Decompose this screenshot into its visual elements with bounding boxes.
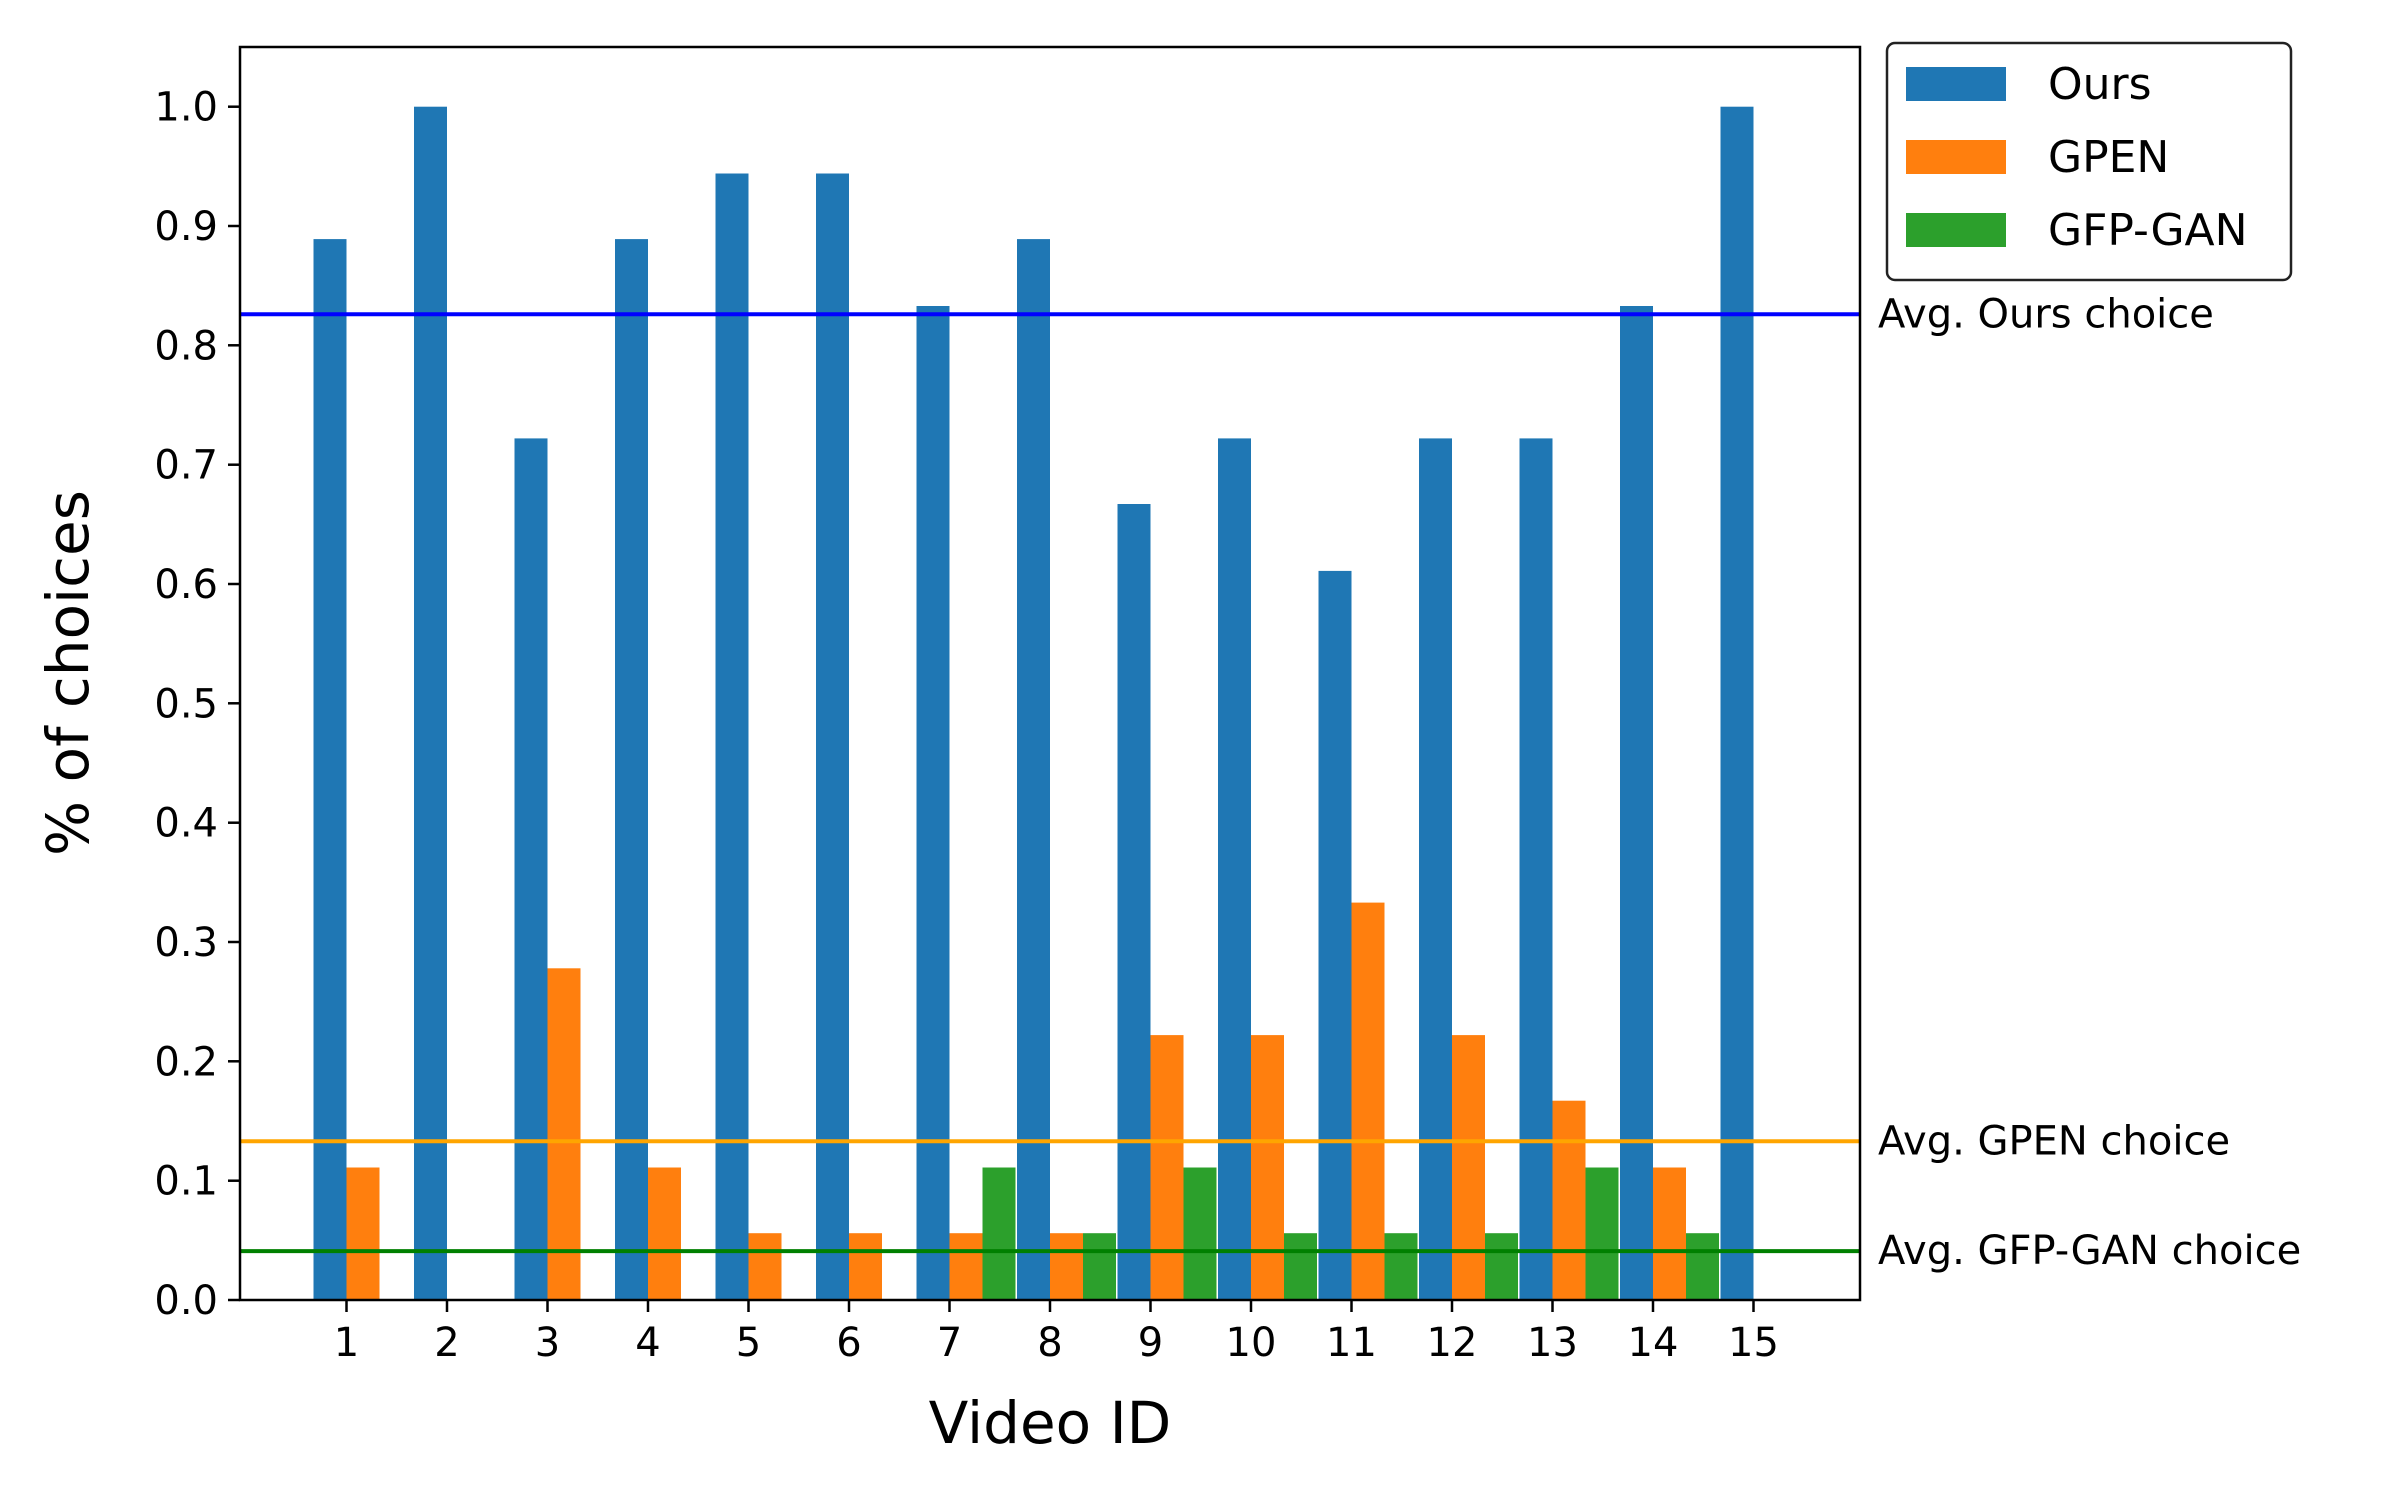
bar-ours-9	[1117, 504, 1151, 1300]
y-tick-label: 0.7	[154, 443, 218, 489]
x-tick-label: 15	[1728, 1320, 1779, 1366]
bar-ours-1	[313, 239, 347, 1301]
legend-swatch-ours	[1906, 67, 2006, 101]
y-tick-label: 0.5	[154, 681, 218, 727]
reference-line-label-0: Avg. Ours choice	[1878, 291, 2214, 337]
y-tick-label: 0.9	[154, 204, 218, 250]
y-tick-label: 0.3	[154, 920, 218, 966]
bar-gpen-6	[849, 1233, 882, 1300]
bar-ours-11	[1318, 570, 1352, 1300]
bar-ours-14	[1620, 306, 1653, 1300]
y-tick-label: 0.8	[154, 323, 218, 369]
y-tick-label: 1.0	[154, 85, 218, 131]
bar-gpen-5	[748, 1233, 782, 1300]
x-tick-label: 5	[736, 1320, 761, 1366]
reference-line-label-1: Avg. GPEN choice	[1878, 1118, 2230, 1164]
bar-gfp-gan-12	[1485, 1233, 1518, 1300]
bar-gpen-12	[1452, 1035, 1485, 1300]
x-tick-label: 12	[1427, 1320, 1478, 1366]
y-tick-label: 0.1	[154, 1159, 218, 1205]
bar-ours-8	[1017, 239, 1050, 1301]
bar-ours-5	[715, 173, 749, 1300]
bar-gpen-3	[547, 968, 581, 1300]
y-tick-label: 0.2	[154, 1039, 218, 1085]
bar-ours-4	[615, 239, 648, 1301]
bar-gfp-gan-9	[1183, 1167, 1217, 1300]
legend-label-ours: Ours	[2048, 59, 2152, 110]
x-tick-label: 9	[1138, 1320, 1163, 1366]
bar-gpen-8	[1050, 1233, 1083, 1300]
bar-gpen-4	[648, 1167, 681, 1300]
x-tick-label: 1	[334, 1320, 359, 1366]
x-tick-label: 11	[1326, 1320, 1377, 1366]
x-tick-label: 14	[1628, 1320, 1679, 1366]
bars-layer	[313, 106, 1754, 1301]
bar-gfp-gan-7	[982, 1167, 1016, 1300]
x-tick-label: 4	[635, 1320, 660, 1366]
legend-swatch-gfp-gan	[1906, 213, 2006, 247]
x-tick-label: 8	[1037, 1320, 1062, 1366]
legend-label-gpen: GPEN	[2048, 132, 2169, 183]
legend: Ours GPEN GFP-GAN	[1885, 41, 2293, 282]
x-axis: 1 2 3 4 5 6 7 8 9 10 11 12 13 14 15	[334, 1300, 1779, 1366]
bar-ours-7	[916, 306, 950, 1300]
bar-gfp-gan-10	[1284, 1233, 1317, 1300]
bar-ours-2	[414, 106, 447, 1301]
bar-gpen-11	[1351, 902, 1385, 1300]
bar-gpen-1	[346, 1167, 380, 1300]
bar-gfp-gan-13	[1585, 1167, 1619, 1300]
bar-ours-15	[1720, 106, 1754, 1301]
x-tick-label: 10	[1226, 1320, 1277, 1366]
bar-gfp-gan-8	[1083, 1233, 1116, 1300]
reference-line-label-2: Avg. GFP-GAN choice	[1878, 1228, 2301, 1274]
y-tick-label: 0.4	[154, 801, 218, 847]
y-axis: 0.0 0.1 0.2 0.3 0.4 0.5 0.6 0.7 0.8 0.9 1.0	[154, 85, 240, 1324]
legend-label-gfp-gan: GFP-GAN	[2048, 205, 2248, 256]
x-tick-label: 7	[937, 1320, 962, 1366]
x-tick-label: 6	[836, 1320, 861, 1366]
x-tick-label: 3	[535, 1320, 560, 1366]
y-axis-title: % of choices	[34, 490, 102, 856]
bar-ours-12	[1419, 438, 1452, 1300]
x-axis-title: Video ID	[929, 1389, 1172, 1457]
x-tick-label: 13	[1527, 1320, 1578, 1366]
reference-lines-layer: Avg. Ours choice Avg. GPEN choice Avg. GFP…	[240, 291, 2301, 1274]
bar-ours-13	[1519, 438, 1553, 1300]
bar-ours-10	[1218, 438, 1251, 1300]
bar-gfp-gan-11	[1384, 1233, 1418, 1300]
legend-swatch-gpen	[1906, 140, 2006, 174]
bar-gpen-7	[949, 1233, 983, 1300]
y-tick-label: 0.0	[154, 1278, 218, 1324]
y-tick-label: 0.6	[154, 562, 218, 608]
x-tick-label: 2	[434, 1320, 459, 1366]
bar-gfp-gan-14	[1686, 1233, 1719, 1300]
bar-gpen-9	[1150, 1035, 1184, 1300]
bar-gpen-10	[1251, 1035, 1284, 1300]
bar-ours-6	[816, 173, 849, 1300]
bar-gpen-14	[1653, 1167, 1686, 1300]
bar-gpen-13	[1552, 1100, 1586, 1300]
bar-ours-3	[514, 438, 548, 1300]
